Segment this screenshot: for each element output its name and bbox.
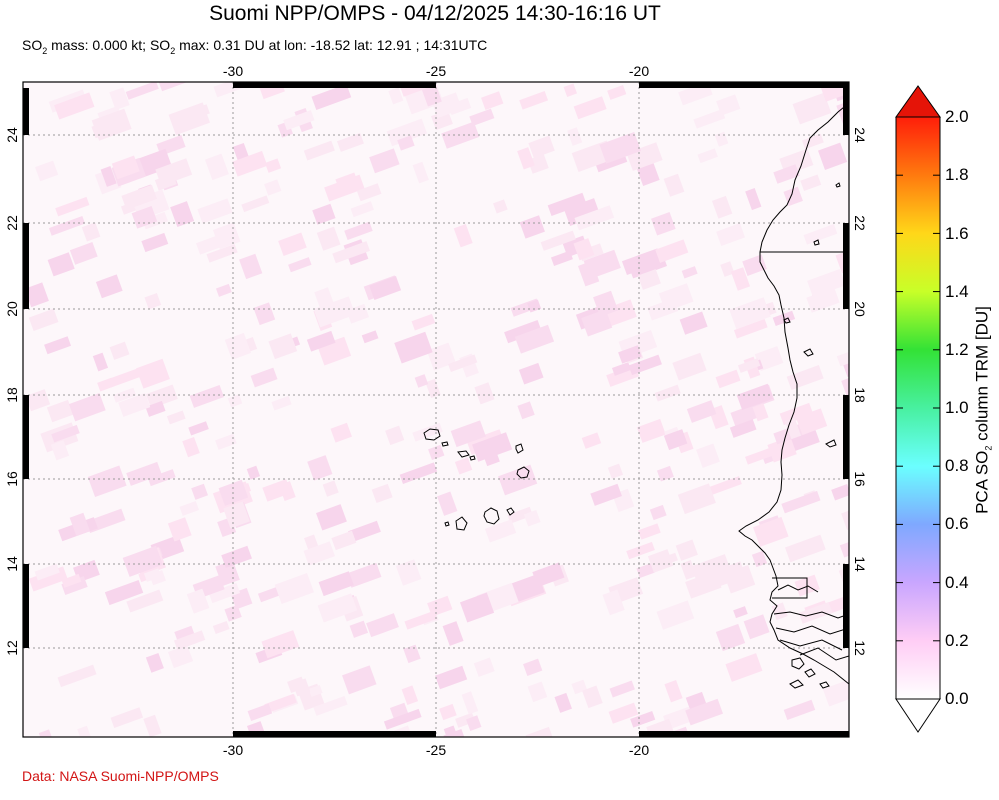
colorbar-tick-marks bbox=[896, 116, 940, 700]
lat-tick-left: 16 bbox=[4, 471, 20, 487]
colorbar-tick-label: 2.0 bbox=[945, 107, 969, 126]
colorbar-tick-label: 0.8 bbox=[945, 456, 969, 475]
colorbar-tick-label: 0.4 bbox=[945, 573, 969, 592]
data-credit: Data: NASA Suomi-NPP/OMPS bbox=[22, 768, 219, 784]
graticule bbox=[23, 82, 849, 737]
lat-tick-right: 20 bbox=[852, 301, 868, 317]
lon-tick-bottom: -30 bbox=[223, 742, 243, 758]
so2-pixel-swaths bbox=[24, 82, 849, 737]
so2-summary: SO2 mass: 0.000 kt; SO2 max: 0.31 DU at … bbox=[22, 37, 488, 56]
lat-tick-right: 24 bbox=[852, 127, 868, 143]
coastline bbox=[423, 102, 849, 689]
colorbar-tick-label: 1.0 bbox=[945, 398, 969, 417]
map-title: Suomi NPP/OMPS - 04/12/2025 14:30-16:16 … bbox=[209, 2, 661, 25]
colorbar-tick-label: 0.0 bbox=[945, 689, 969, 708]
colorbar-tick-label: 1.2 bbox=[945, 340, 969, 359]
lon-tick-bottom: -25 bbox=[426, 742, 446, 758]
lon-tick-bottom: -20 bbox=[629, 742, 649, 758]
lon-tick-top: -25 bbox=[426, 63, 446, 79]
lat-tick-right: 18 bbox=[852, 387, 868, 403]
lat-tick-left: 18 bbox=[4, 387, 20, 403]
colorbar-tick-label: 1.4 bbox=[945, 282, 969, 301]
lat-tick-left: 22 bbox=[4, 215, 20, 231]
colorbar-tick-label: 0.6 bbox=[945, 514, 969, 533]
frame-tick-bars bbox=[23, 82, 849, 737]
lat-tick-left: 24 bbox=[4, 127, 20, 143]
lat-tick-left: 20 bbox=[4, 301, 20, 317]
colorbar-max-arrow bbox=[895, 85, 941, 118]
colorbar-label: PCA SO2 column TRM [DU] bbox=[972, 306, 994, 514]
colorbar-tick-label: 1.6 bbox=[945, 224, 969, 243]
lat-tick-left: 14 bbox=[4, 556, 20, 572]
lon-tick-top: -20 bbox=[629, 63, 649, 79]
lon-tick-top: -30 bbox=[223, 63, 243, 79]
colorbar-tick-label: 1.8 bbox=[945, 165, 969, 184]
colorbar-tick-label: 0.2 bbox=[945, 631, 969, 650]
lat-tick-left: 12 bbox=[4, 640, 20, 656]
lat-tick-right: 12 bbox=[852, 640, 868, 656]
lat-tick-right: 22 bbox=[852, 215, 868, 231]
colorbar bbox=[895, 85, 941, 733]
lat-tick-right: 14 bbox=[852, 556, 868, 572]
lat-tick-right: 16 bbox=[852, 471, 868, 487]
colorbar-min-arrow bbox=[895, 698, 941, 733]
